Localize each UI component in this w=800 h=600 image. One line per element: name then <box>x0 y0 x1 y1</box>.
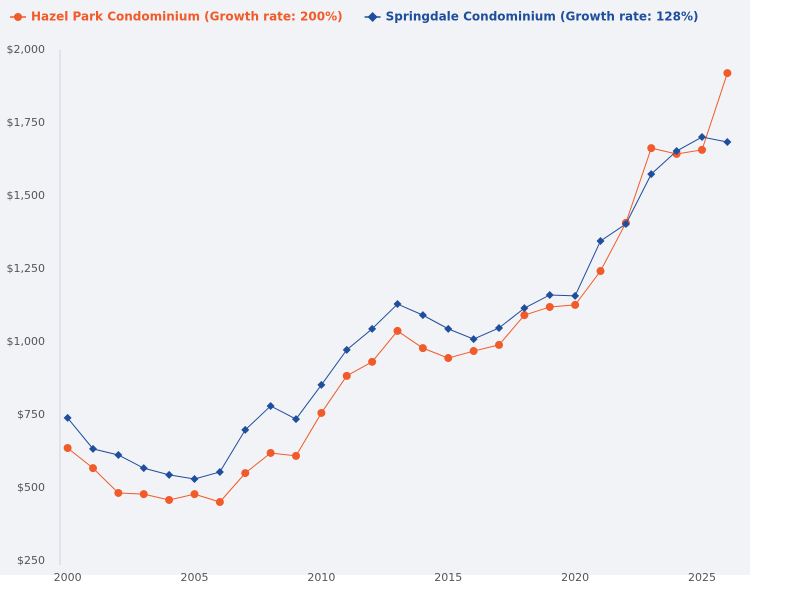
point <box>342 371 351 380</box>
point <box>520 311 529 320</box>
point <box>698 133 707 142</box>
background <box>0 0 750 575</box>
point <box>495 340 504 349</box>
point <box>291 415 300 424</box>
point <box>393 300 402 309</box>
legend-marker <box>14 13 22 21</box>
point <box>571 300 580 309</box>
point <box>621 220 630 229</box>
point <box>165 495 174 504</box>
point <box>469 335 478 344</box>
point <box>317 408 326 417</box>
point <box>723 69 732 78</box>
point <box>88 444 97 453</box>
y-tick-label: $1,750 <box>7 116 46 129</box>
x-tick-label: 2015 <box>434 571 462 584</box>
y-tick-label: $750 <box>17 408 45 421</box>
point <box>266 448 275 457</box>
point <box>139 490 148 499</box>
x-tick-label: 2025 <box>688 571 716 584</box>
x-tick-label: 2010 <box>307 571 335 584</box>
point <box>114 488 123 497</box>
y-tick-label: $250 <box>17 554 45 567</box>
point <box>672 147 681 156</box>
point <box>342 345 351 354</box>
point <box>368 357 377 366</box>
point <box>114 451 123 460</box>
point <box>393 326 402 335</box>
point <box>63 443 72 452</box>
y-tick-label: $1,500 <box>7 189 46 202</box>
x-tick-label: 2020 <box>561 571 589 584</box>
point <box>190 474 199 483</box>
point <box>139 464 148 473</box>
y-tick-label: $1,250 <box>7 262 46 275</box>
point <box>241 425 250 434</box>
legend-label: Springdale Condominium (Growth rate: 128… <box>386 10 699 24</box>
point <box>418 311 427 320</box>
point <box>520 304 529 313</box>
x-tick-label: 2005 <box>180 571 208 584</box>
point <box>266 401 275 410</box>
point <box>444 324 453 333</box>
y-tick-label: $500 <box>17 481 45 494</box>
point <box>418 344 427 353</box>
point <box>190 490 199 499</box>
point <box>647 170 656 179</box>
legend-label: Hazel Park Condominium (Growth rate: 200… <box>31 10 343 24</box>
point <box>368 324 377 333</box>
legend-marker <box>367 12 378 22</box>
point <box>317 380 326 389</box>
point <box>215 498 224 507</box>
point <box>291 451 300 460</box>
point <box>444 354 453 363</box>
point <box>165 470 174 479</box>
point <box>63 413 72 422</box>
point <box>698 145 707 154</box>
point <box>723 137 732 146</box>
point <box>469 347 478 356</box>
point <box>647 144 656 153</box>
point <box>596 267 605 276</box>
y-tick-label: $2,000 <box>7 43 46 56</box>
point <box>571 291 580 300</box>
y-tick-label: $1,000 <box>7 335 46 348</box>
x-tick-label: 2000 <box>54 571 82 584</box>
point <box>545 302 554 311</box>
point <box>495 323 504 332</box>
point <box>545 290 554 299</box>
point <box>215 467 224 476</box>
point <box>596 236 605 245</box>
point <box>88 464 97 473</box>
point <box>241 469 250 478</box>
